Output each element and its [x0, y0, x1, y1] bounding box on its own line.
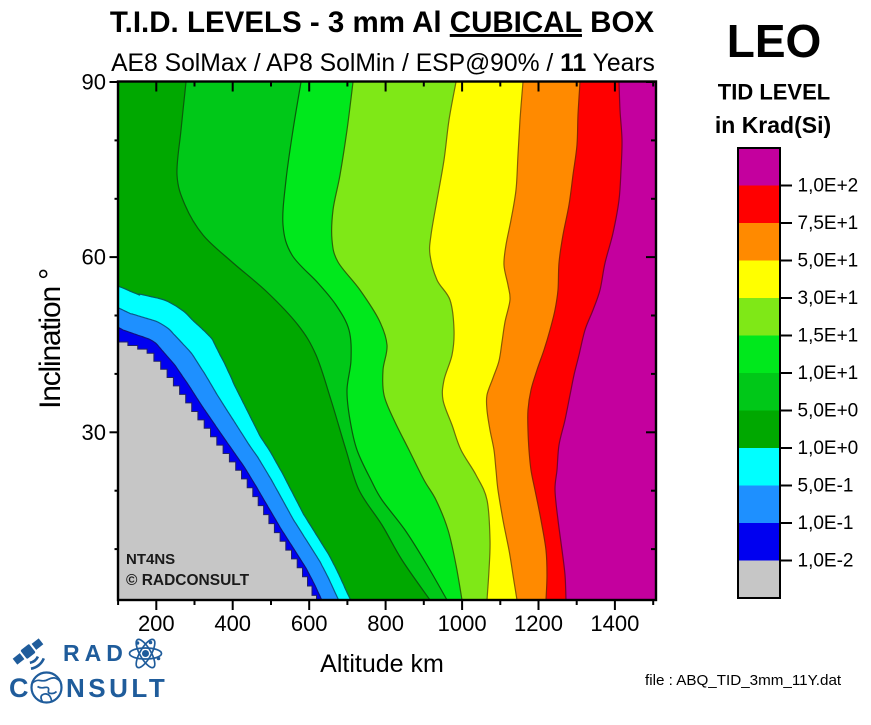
svg-text:file : ABQ_TID_3mm_11Y.dat: file : ABQ_TID_3mm_11Y.dat	[645, 672, 842, 689]
svg-text:NSULT: NSULT	[66, 673, 168, 703]
svg-text:1,0E+0: 1,0E+0	[798, 438, 859, 459]
svg-text:5,0E+1: 5,0E+1	[798, 251, 859, 272]
svg-text:RAD: RAD	[63, 640, 128, 666]
svg-text:1,0E-1: 1,0E-1	[798, 513, 854, 534]
svg-text:C: C	[9, 673, 29, 703]
svg-text:T.I.D. LEVELS - 3 mm Al CUBICA: T.I.D. LEVELS - 3 mm Al CUBICAL BOX	[110, 6, 655, 39]
svg-text:60: 60	[82, 245, 106, 270]
svg-text:400: 400	[214, 611, 251, 636]
svg-text:600: 600	[291, 611, 328, 636]
svg-text:in Krad(Si): in Krad(Si)	[715, 112, 831, 138]
svg-text:1,5E+1: 1,5E+1	[798, 326, 859, 347]
svg-text:LEO: LEO	[727, 15, 822, 67]
svg-text:Inclination °: Inclination °	[34, 269, 67, 409]
svg-text:3,0E+1: 3,0E+1	[798, 288, 859, 309]
svg-text:1,0E-2: 1,0E-2	[798, 551, 854, 572]
svg-text:90: 90	[82, 70, 106, 95]
svg-text:800: 800	[367, 611, 404, 636]
svg-text:1400: 1400	[590, 611, 639, 636]
svg-text:1,0E+2: 1,0E+2	[798, 176, 859, 197]
svg-text:30: 30	[82, 420, 106, 445]
svg-text:Altitude km: Altitude km	[320, 650, 444, 678]
svg-text:NT4NS: NT4NS	[126, 551, 175, 568]
svg-text:5,0E+0: 5,0E+0	[798, 401, 859, 422]
svg-text:© RADCONSULT: © RADCONSULT	[126, 572, 250, 589]
svg-text:AE8 SolMax / AP8 SolMin / ESP@: AE8 SolMax / AP8 SolMin / ESP@90% / 11 Y…	[111, 50, 655, 77]
svg-text:7,5E+1: 7,5E+1	[798, 213, 859, 234]
svg-text:1000: 1000	[438, 611, 487, 636]
svg-text:1,0E+1: 1,0E+1	[798, 363, 859, 384]
svg-text:5,0E-1: 5,0E-1	[798, 476, 854, 497]
svg-text:1200: 1200	[514, 611, 563, 636]
svg-text:200: 200	[138, 611, 175, 636]
svg-text:TID LEVEL: TID LEVEL	[718, 80, 830, 105]
